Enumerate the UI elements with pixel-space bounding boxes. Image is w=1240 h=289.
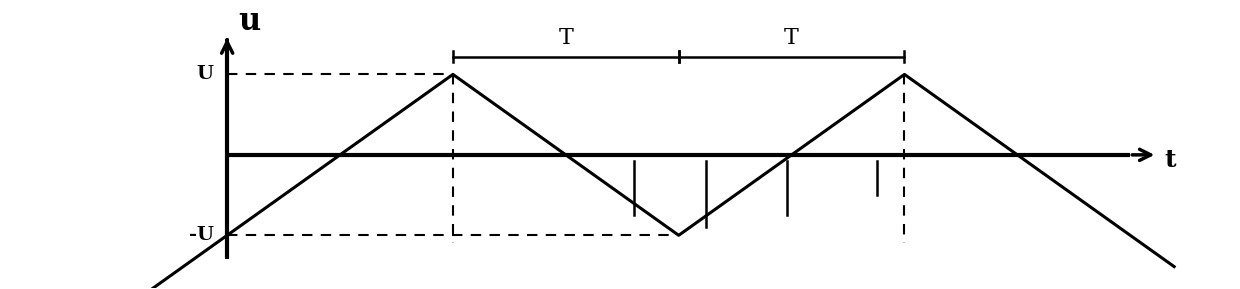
Text: t: t: [1164, 148, 1176, 172]
Text: T: T: [784, 27, 799, 49]
Text: U: U: [197, 65, 213, 84]
Text: T: T: [558, 27, 573, 49]
Text: u: u: [238, 5, 260, 37]
Text: -U: -U: [188, 226, 213, 244]
